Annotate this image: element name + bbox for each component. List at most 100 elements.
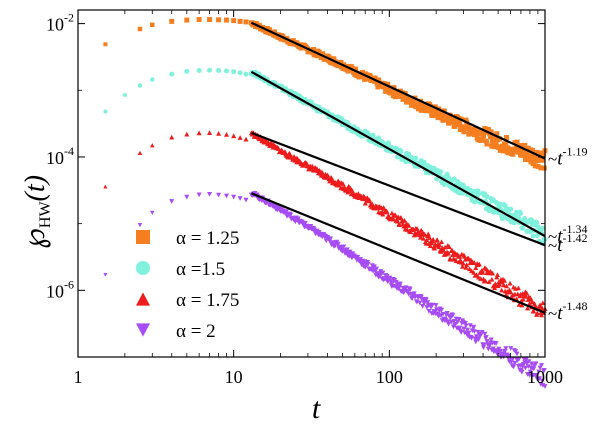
data-point: [341, 184, 347, 190]
data-point: [427, 235, 433, 240]
annotation-exponent: -1.34: [562, 222, 587, 236]
data-point: [536, 369, 542, 375]
data-point: [216, 68, 222, 74]
data-point: [457, 325, 463, 331]
data-point: [103, 273, 108, 277]
data-point: [430, 236, 436, 242]
data-point: [490, 139, 496, 145]
data-point: [453, 258, 459, 264]
data-point: [137, 222, 143, 228]
data-point: [451, 176, 457, 182]
series-2: [103, 191, 548, 389]
data-point: [539, 363, 545, 368]
data-point: [150, 77, 155, 82]
data-point: [463, 117, 469, 123]
y-tick-label-exponent: -4: [64, 144, 74, 158]
data-point: [462, 330, 468, 336]
data-point: [534, 310, 540, 316]
data-point: [448, 319, 454, 325]
data-point: [462, 320, 468, 326]
data-point: [446, 244, 452, 250]
data-point: [424, 104, 430, 110]
data-point: [237, 70, 243, 76]
data-point: [527, 373, 533, 379]
data-point: [335, 241, 341, 247]
data-point: [511, 364, 517, 370]
annotation-base: t: [557, 235, 563, 256]
data-point: [237, 196, 243, 201]
data-point: [480, 270, 486, 275]
data-point: [458, 330, 464, 335]
x-axis-label: t: [312, 392, 321, 425]
data-point: [345, 189, 351, 195]
fit-annotation-1.25: ~t-1.19: [548, 145, 587, 170]
series-layer: [103, 17, 548, 389]
data-point: [427, 243, 433, 248]
data-point: [501, 282, 507, 288]
data-point: [525, 305, 531, 311]
data-point: [428, 108, 434, 114]
data-point: [231, 18, 237, 24]
data-point: [421, 301, 427, 307]
fit-lines: [250, 21, 546, 314]
data-point: [460, 260, 466, 266]
data-point: [446, 175, 452, 181]
x-tick-label: 100: [376, 367, 403, 387]
data-point: [533, 154, 539, 160]
data-point: [505, 145, 511, 151]
data-point: [443, 318, 449, 323]
data-point: [525, 372, 531, 377]
data-point: [231, 133, 237, 139]
data-point: [497, 136, 503, 142]
data-point: [460, 263, 466, 269]
data-point: [326, 54, 332, 60]
data-point: [150, 210, 155, 216]
data-point: [541, 165, 547, 171]
data-point: [533, 361, 539, 367]
data-point: [504, 134, 510, 140]
data-point: [103, 109, 108, 114]
data-point: [150, 22, 155, 28]
data-point: [237, 18, 243, 24]
data-point: [492, 285, 498, 291]
data-point: [473, 265, 479, 270]
data-point: [513, 349, 519, 354]
annotation-exponent: -1.42: [562, 231, 587, 245]
data-point: [103, 42, 108, 47]
data-point: [484, 339, 490, 344]
data-point: [408, 99, 414, 105]
data-point: [523, 357, 529, 363]
y-tick-label: 10-2: [46, 11, 74, 35]
annotation-base: t: [557, 303, 563, 324]
x-tick-label: 1000: [527, 367, 563, 387]
data-point: [423, 108, 429, 114]
data-point: [534, 220, 540, 226]
data-point: [541, 367, 547, 373]
y-tick-label-exponent: -6: [64, 277, 74, 291]
data-point: [538, 165, 544, 171]
data-point: [520, 296, 526, 302]
data-point: [461, 326, 467, 332]
fit-line-2: [250, 192, 546, 314]
data-point: [482, 331, 488, 337]
data-point: [231, 69, 237, 75]
data-point: [487, 134, 493, 140]
data-point: [473, 339, 479, 345]
data-point: [169, 199, 175, 204]
data-point: [376, 135, 382, 141]
data-point: [237, 135, 243, 140]
data-point: [380, 270, 386, 276]
legend-label-1.25: α = 1.25: [176, 228, 239, 249]
fit-line-1.75: [251, 131, 546, 247]
data-point: [207, 130, 213, 135]
data-point: [397, 284, 403, 290]
data-point: [478, 129, 484, 135]
data-point: [512, 360, 518, 366]
data-point: [401, 217, 407, 223]
fit-line-1.25: [250, 21, 546, 160]
data-point: [520, 225, 526, 231]
data-point: [488, 337, 494, 343]
data-point: [196, 130, 202, 136]
data-point: [413, 155, 419, 161]
